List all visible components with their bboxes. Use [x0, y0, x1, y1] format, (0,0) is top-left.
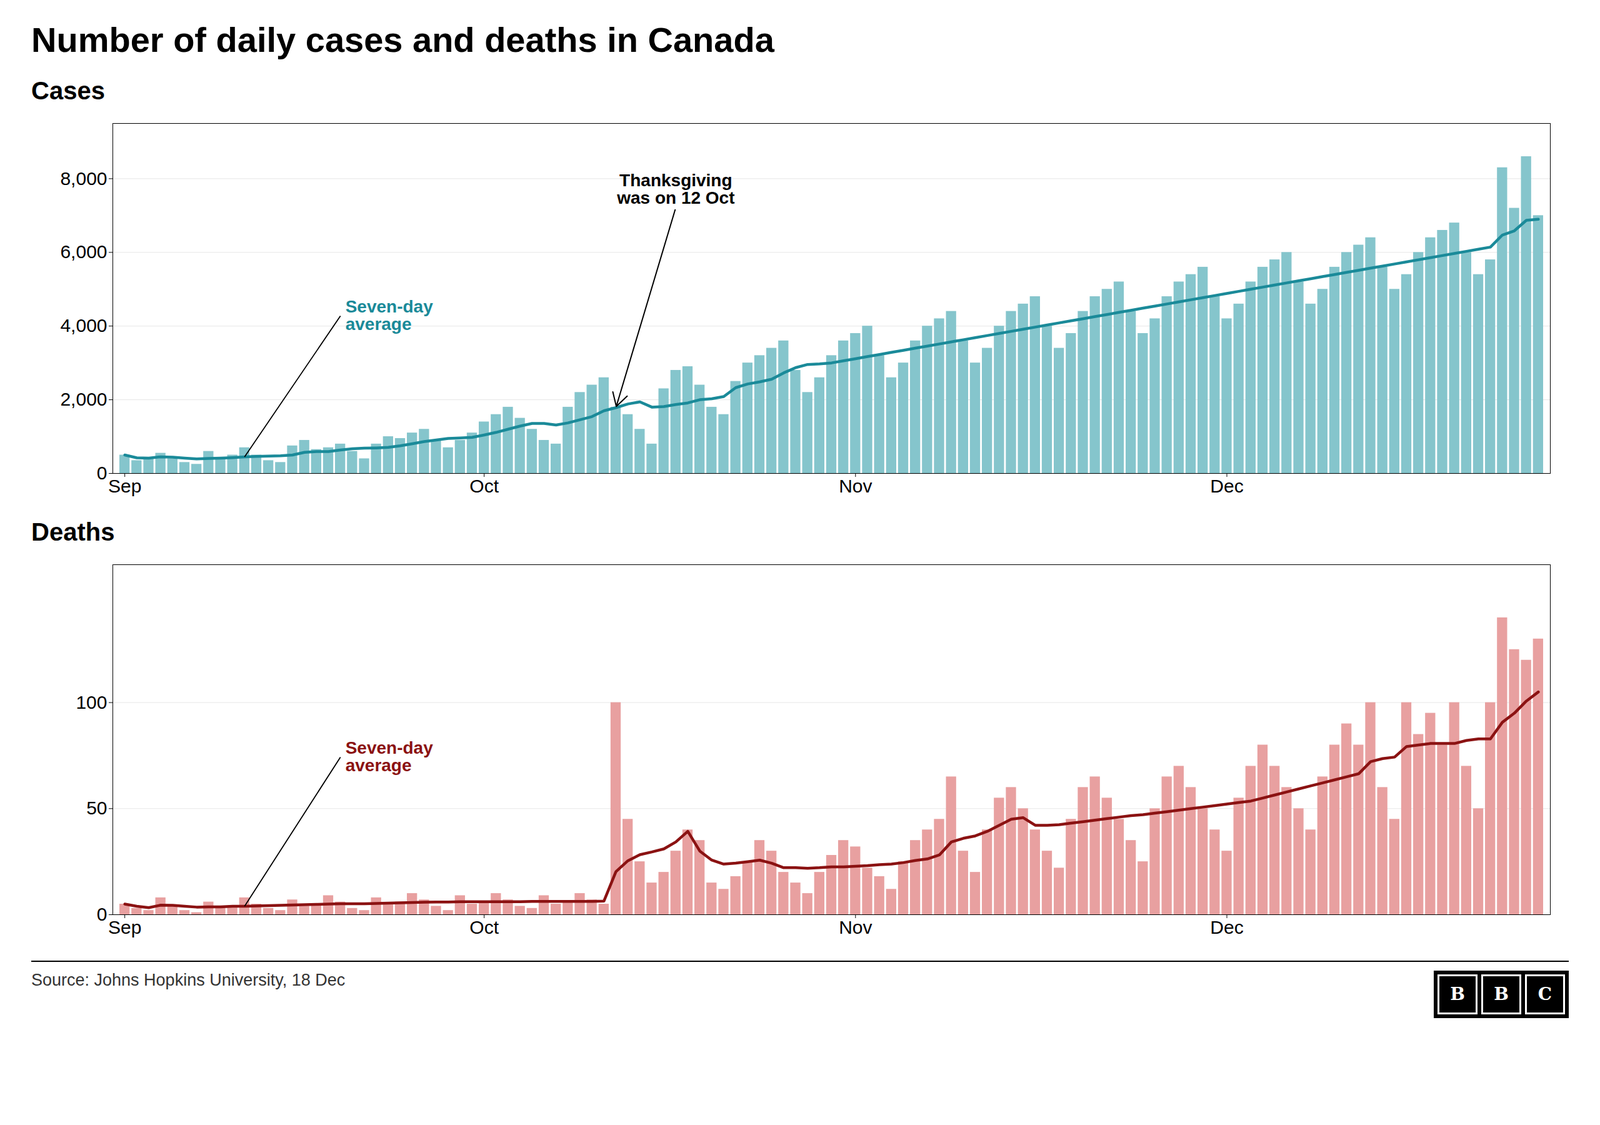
- svg-text:8,000: 8,000: [60, 168, 107, 189]
- svg-text:50: 50: [86, 798, 107, 819]
- html-text:C: C: [1538, 983, 1552, 1005]
- svg-text:100: 100: [75, 691, 107, 713]
- svg-text:Nov: Nov: [838, 475, 872, 497]
- svg-text:Sep: Sep: [108, 916, 142, 938]
- html-text:B: B: [1450, 983, 1465, 1005]
- svg-text:Thanksgivingwas on 12 Oct: Thanksgivingwas on 12 Oct: [616, 170, 735, 208]
- html-text:Cases: Cases: [31, 77, 105, 105]
- svg-text:0: 0: [96, 462, 108, 484]
- svg-text:6,000: 6,000: [60, 241, 107, 263]
- svg-text:4,000: 4,000: [60, 315, 107, 336]
- html-text:Source: Johns Hopkins Universi: Source: Johns Hopkins University, 18 Dec: [31, 970, 346, 990]
- svg-text:Seven-dayaverage: Seven-dayaverage: [345, 738, 434, 776]
- svg-text:Oct: Oct: [469, 475, 499, 497]
- svg-text:Dec: Dec: [1210, 475, 1244, 497]
- html-text:B: B: [1493, 983, 1509, 1005]
- svg-text:Nov: Nov: [838, 916, 872, 938]
- svg-text:Dec: Dec: [1210, 916, 1244, 938]
- html-text:Number of daily cases and deat: Number of daily cases and deaths in Cana…: [31, 20, 775, 60]
- svg-text:Oct: Oct: [469, 916, 499, 938]
- svg-text:Seven-dayaverage: Seven-dayaverage: [345, 297, 434, 335]
- svg-text:Sep: Sep: [108, 475, 142, 497]
- html-text:Deaths: Deaths: [31, 518, 115, 546]
- svg-text:2,000: 2,000: [60, 388, 107, 410]
- svg-text:0: 0: [96, 903, 108, 925]
